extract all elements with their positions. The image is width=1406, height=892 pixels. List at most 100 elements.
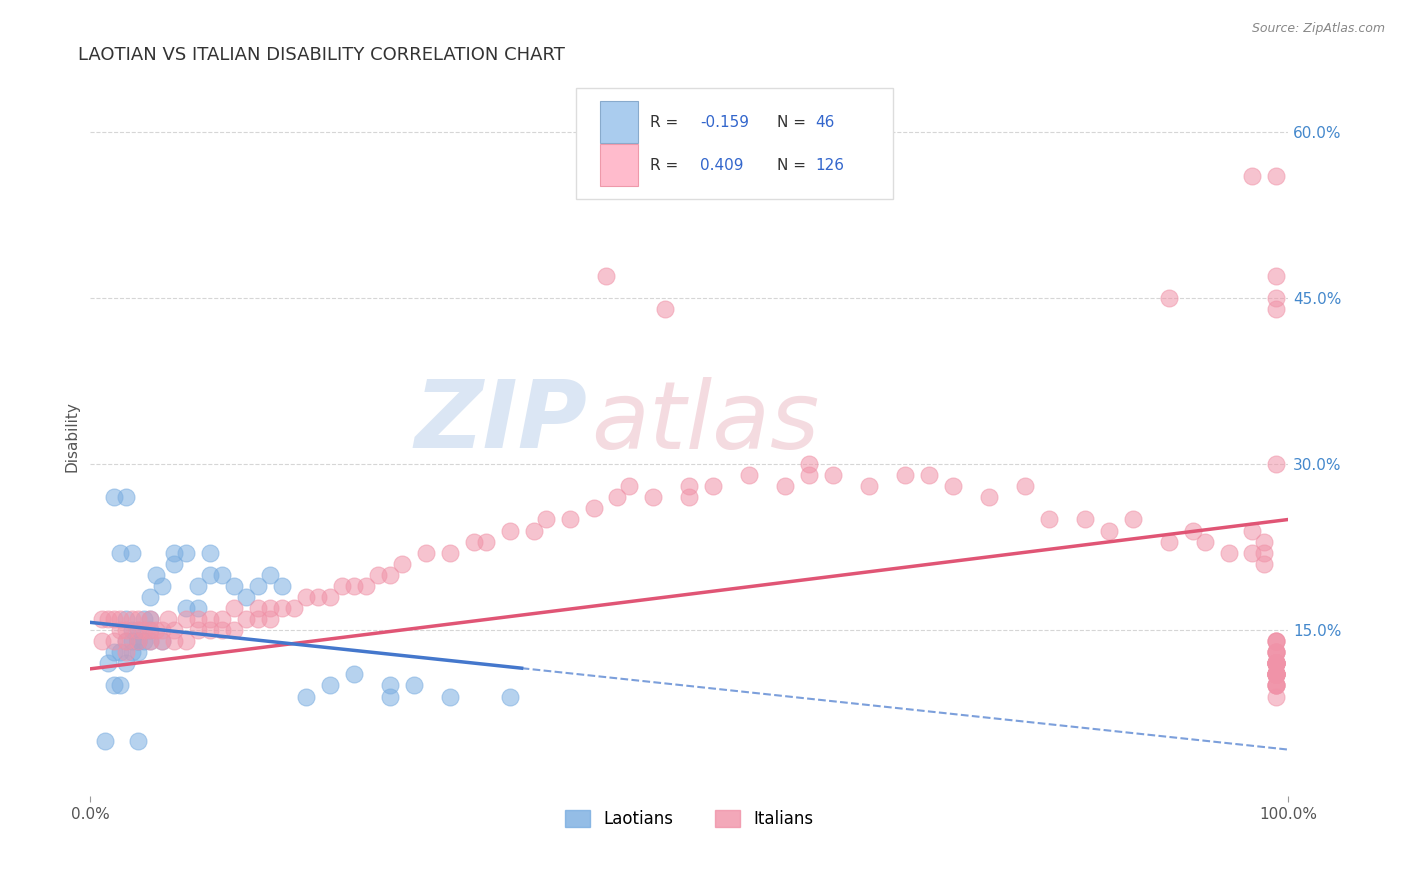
Point (702, 479, 724, 493)
Point (1157, 291, 1180, 305)
Point (523, 524, 546, 538)
Point (343, 667, 366, 681)
Point (139, 612, 162, 626)
Point (1265, 657, 1288, 671)
Point (582, 501, 605, 516)
Point (1265, 645, 1288, 659)
Point (1265, 667, 1288, 681)
Point (606, 491, 628, 505)
Point (139, 623, 162, 637)
Point (307, 590, 329, 604)
Point (1122, 512, 1144, 526)
Point (894, 468, 917, 483)
Point (415, 546, 437, 560)
Point (1265, 667, 1288, 681)
Point (1265, 291, 1288, 305)
Point (367, 567, 389, 582)
Point (295, 590, 318, 604)
Point (402, 678, 425, 692)
Point (198, 612, 221, 626)
Point (103, 634, 125, 648)
Point (354, 579, 377, 593)
Text: 0.409: 0.409 (700, 158, 744, 173)
Point (1253, 557, 1275, 571)
Point (678, 491, 700, 505)
Point (534, 512, 557, 526)
Point (110, 623, 132, 637)
Point (110, 645, 132, 659)
Point (115, 491, 138, 505)
Point (1265, 667, 1288, 681)
Point (127, 634, 149, 648)
Point (918, 468, 941, 483)
Point (115, 645, 138, 659)
Point (134, 612, 156, 626)
Point (1265, 667, 1288, 681)
Point (115, 634, 138, 648)
Point (198, 546, 221, 560)
Text: 126: 126 (815, 158, 844, 173)
Point (283, 601, 305, 615)
Point (150, 634, 173, 648)
Point (1265, 645, 1288, 659)
Point (174, 634, 197, 648)
Text: LAOTIAN VS ITALIAN DISABILITY CORRELATION CHART: LAOTIAN VS ITALIAN DISABILITY CORRELATIO… (79, 46, 565, 64)
Point (1265, 678, 1288, 692)
Point (187, 623, 209, 637)
Point (439, 690, 461, 704)
Point (1265, 302, 1288, 317)
Point (121, 645, 143, 659)
Point (977, 491, 1000, 505)
Point (1074, 512, 1097, 526)
Point (115, 612, 138, 626)
Point (1265, 657, 1288, 671)
Point (858, 479, 880, 493)
Point (1265, 690, 1288, 704)
Point (1241, 524, 1264, 538)
Point (1265, 657, 1288, 671)
Text: Source: ZipAtlas.com: Source: ZipAtlas.com (1251, 22, 1385, 36)
Point (1157, 534, 1180, 549)
Point (247, 579, 270, 593)
Point (150, 634, 173, 648)
Point (127, 623, 149, 637)
Point (235, 590, 257, 604)
Point (1098, 524, 1121, 538)
Point (139, 623, 162, 637)
Point (1253, 534, 1275, 549)
Point (115, 657, 138, 671)
Point (378, 567, 401, 582)
Point (222, 623, 245, 637)
Point (799, 468, 821, 483)
Point (619, 479, 641, 493)
Point (1265, 657, 1288, 671)
Point (1181, 524, 1204, 538)
Text: R =: R = (650, 115, 683, 129)
Point (1265, 678, 1288, 692)
Text: N =: N = (778, 115, 811, 129)
Point (127, 733, 149, 747)
FancyBboxPatch shape (599, 145, 638, 186)
Point (139, 590, 162, 604)
Point (1265, 657, 1288, 671)
Text: 46: 46 (815, 115, 835, 129)
Text: R =: R = (650, 158, 683, 173)
Point (1265, 634, 1288, 648)
Point (115, 623, 138, 637)
Point (1265, 657, 1288, 671)
Point (121, 634, 143, 648)
Point (247, 612, 270, 626)
Point (474, 534, 496, 549)
Point (222, 579, 245, 593)
Point (1265, 657, 1288, 671)
Point (1038, 512, 1060, 526)
Point (115, 634, 138, 648)
Point (1265, 667, 1288, 681)
Point (678, 479, 700, 493)
Point (157, 612, 180, 626)
Point (211, 567, 233, 582)
Point (1218, 546, 1240, 560)
Point (558, 512, 581, 526)
Point (97, 657, 120, 671)
Point (271, 579, 294, 593)
